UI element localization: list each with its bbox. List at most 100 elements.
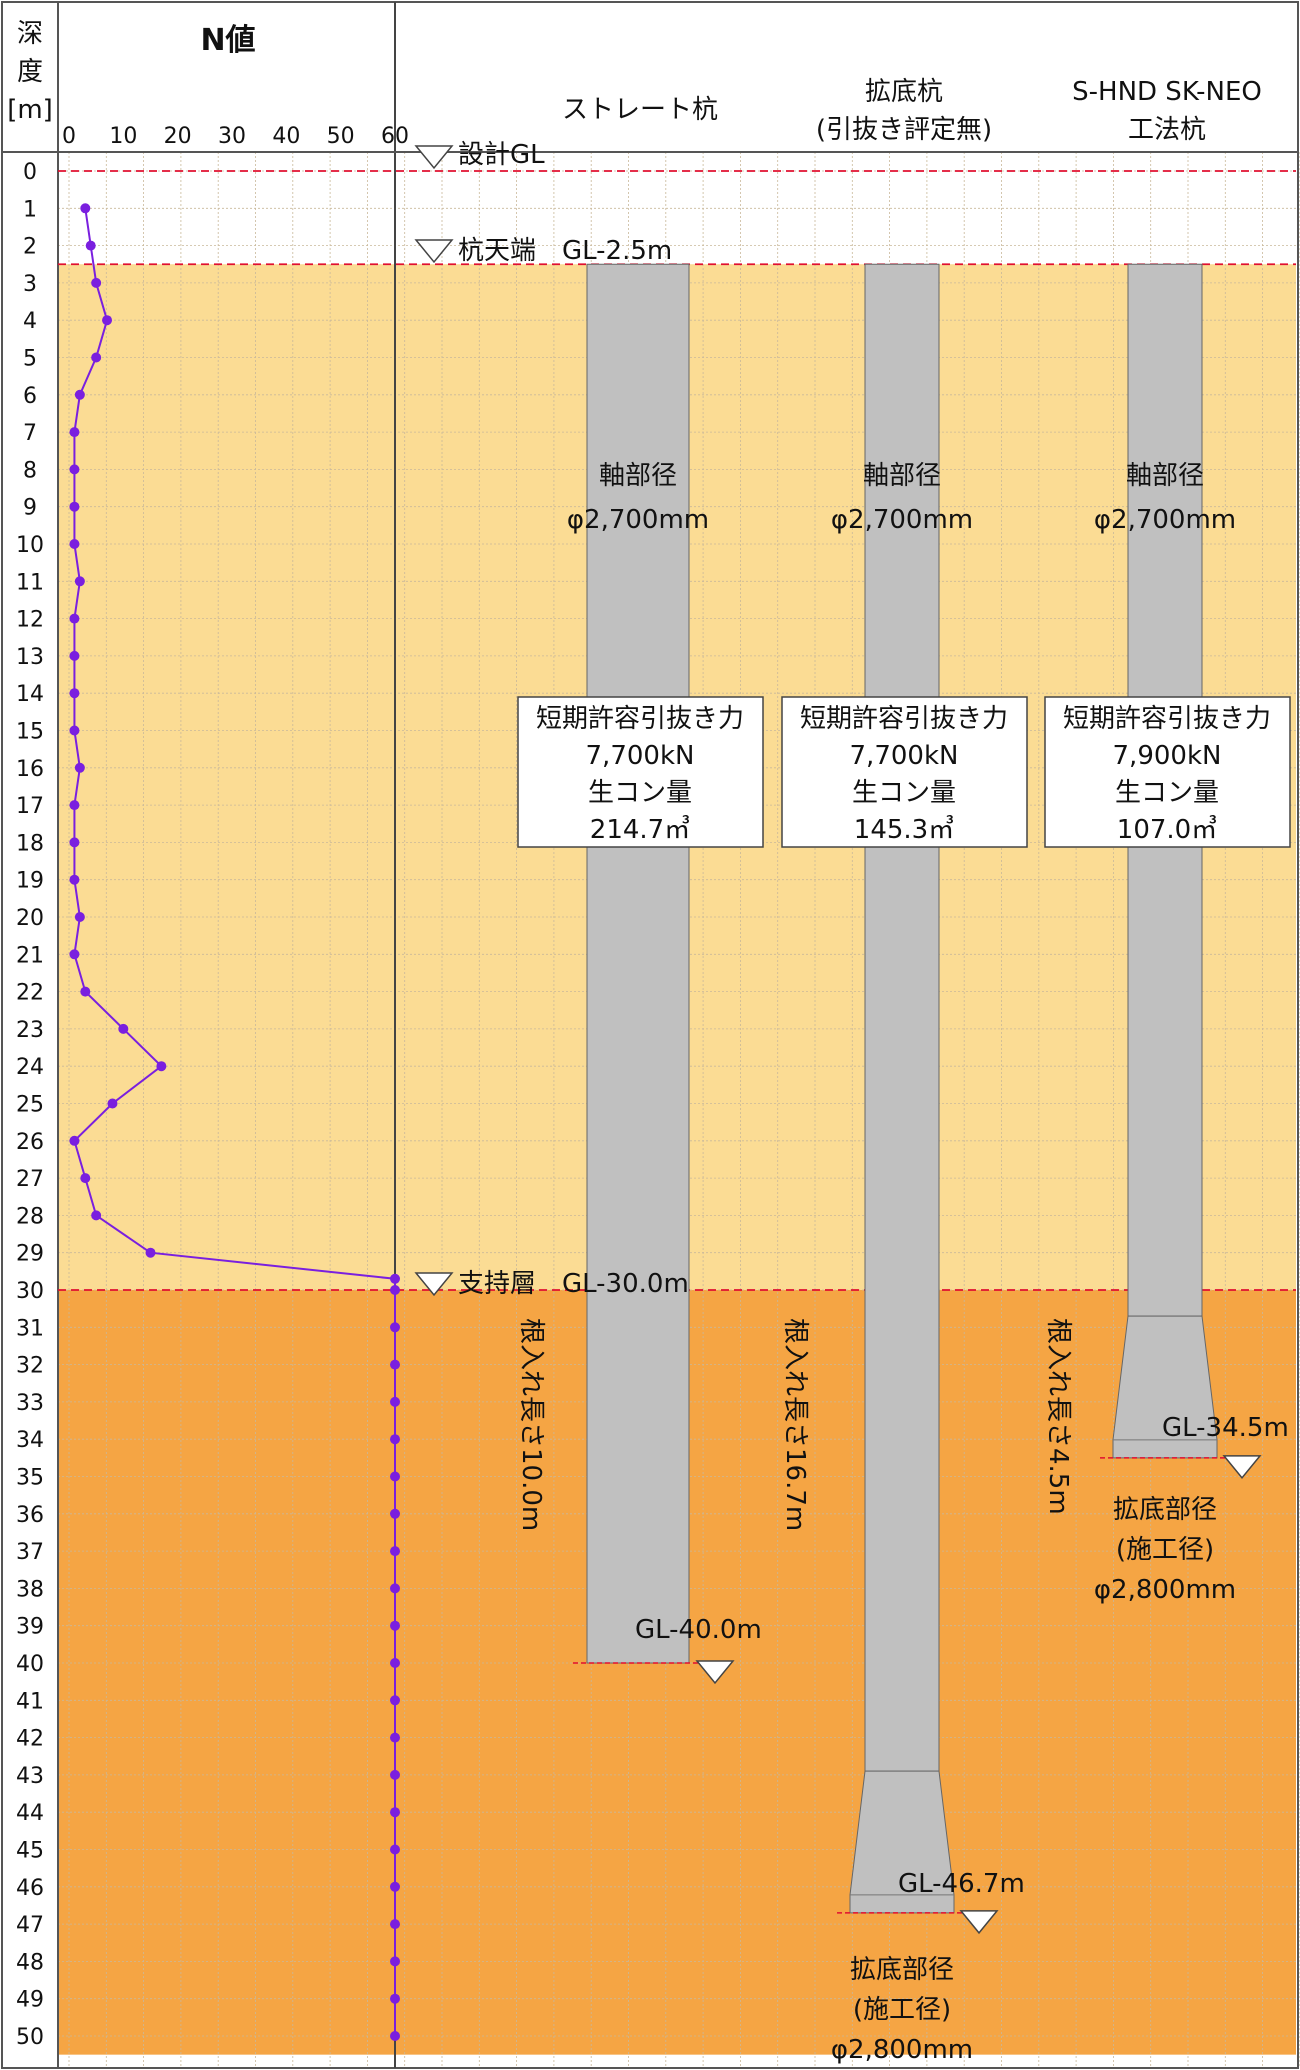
n-tick-label: 20 xyxy=(164,124,192,149)
info-box-belled-line-2: 7,700kN xyxy=(850,741,959,771)
info-box-belled-line-3: 生コン量 xyxy=(852,778,956,808)
n-value-point xyxy=(107,1098,118,1109)
depth-tick-label: 12 xyxy=(16,608,44,633)
n-value-point xyxy=(69,688,80,699)
depth-tick-label: 40 xyxy=(16,1652,44,1677)
depth-title-1: 深 xyxy=(17,19,43,49)
pile-tip-marker xyxy=(959,1910,999,1935)
n-value-point xyxy=(390,2031,400,2041)
n-value-title: N値 xyxy=(200,23,255,58)
depth-tick-label: 10 xyxy=(16,533,44,558)
depth-title-3: [m] xyxy=(7,95,53,125)
depth-tick-label: 2 xyxy=(23,235,37,260)
n-value-point xyxy=(390,1322,400,1333)
depth-tick-label: 23 xyxy=(16,1018,44,1043)
depth-tick-label: 5 xyxy=(23,347,37,372)
n-value-point xyxy=(74,762,85,773)
shaft-label-neo-1: 軸部径 xyxy=(1126,461,1204,491)
n-value-point xyxy=(102,315,113,326)
depth-tick-label: 31 xyxy=(16,1316,44,1341)
n-value-point xyxy=(74,389,85,400)
n-value-point xyxy=(69,650,80,661)
n-value-point xyxy=(390,1273,400,1284)
n-value-point xyxy=(69,725,80,736)
depth-tick-label: 50 xyxy=(16,2025,44,2050)
n-value-point xyxy=(69,837,80,848)
design-gl-label: 設計GL xyxy=(458,140,545,170)
depth-tick-label: 29 xyxy=(16,1242,44,1267)
n-value-point xyxy=(91,352,102,363)
n-value-point xyxy=(91,1210,102,1221)
n-value-point xyxy=(390,1769,400,1780)
pile-type-title-straight: ストレート杭 xyxy=(562,95,718,125)
n-value-point xyxy=(74,912,85,922)
n-value-point xyxy=(69,539,80,549)
embed-length-straight: 根入れ長さ10.0m xyxy=(516,1318,546,1531)
n-tick-label: 10 xyxy=(109,124,137,149)
bell-label-belled-1: 拡底部径 xyxy=(850,1955,954,1985)
pile-type-title-belled-2: (引抜き評定無) xyxy=(816,115,992,145)
n-tick-label: 50 xyxy=(327,124,355,149)
n-value-point xyxy=(390,1993,400,2004)
depth-tick-label: 48 xyxy=(16,1950,44,1975)
info-box-neo-line-4: 107.0㎥ xyxy=(1117,815,1217,845)
info-box-straight xyxy=(517,696,764,848)
n-value-point xyxy=(390,1658,400,1668)
pile-shaft-belled xyxy=(864,263,940,1772)
tip-label-belled: GL-46.7m xyxy=(898,1869,1025,1899)
depth-tick-label: 47 xyxy=(16,1913,44,1938)
n-value-point xyxy=(69,427,80,438)
info-box-straight-line-3: 生コン量 xyxy=(588,778,692,808)
pile-type-title-belled-1: 拡底杭 xyxy=(865,77,943,107)
depth-tick-label: 37 xyxy=(16,1540,44,1565)
depth-tick-label: 11 xyxy=(16,570,44,595)
depth-tick-label: 41 xyxy=(16,1689,44,1714)
depth-tick-label: 20 xyxy=(16,906,44,931)
info-box-belled xyxy=(781,696,1028,848)
depth-tick-label: 0 xyxy=(23,160,37,185)
depth-title-2: 度 xyxy=(17,57,43,87)
info-box-neo-line-3: 生コン量 xyxy=(1115,778,1219,808)
n-value-point xyxy=(390,1434,400,1445)
n-tick-label: 0 xyxy=(62,124,76,149)
depth-tick-label: 33 xyxy=(16,1391,44,1416)
pile-type-title-neo-2: 工法杭 xyxy=(1128,115,1206,145)
depth-tick-label: 35 xyxy=(16,1466,44,1491)
n-value-point xyxy=(85,240,96,251)
info-box-straight-line-4: 214.7㎥ xyxy=(590,815,690,845)
n-value-point xyxy=(69,949,80,960)
info-box-neo xyxy=(1044,696,1291,848)
n-value-point xyxy=(390,1695,400,1706)
depth-tick-label: 4 xyxy=(23,309,37,334)
bell-label-neo-1: 拡底部径 xyxy=(1113,1495,1217,1525)
n-value-point xyxy=(390,1919,400,1930)
n-tick-label: 40 xyxy=(272,124,300,149)
pile-tip-marker xyxy=(695,1660,735,1685)
tip-label-neo: GL-34.5m xyxy=(1162,1413,1289,1443)
n-value-point xyxy=(69,464,80,475)
n-value-point xyxy=(390,1583,400,1594)
depth-tick-label: 45 xyxy=(16,1839,44,1864)
pile-head-label: 杭天端 GL-2.5m xyxy=(458,236,672,266)
bell-label-neo-2: (施工径) xyxy=(1116,1535,1214,1565)
depth-tick-label: 32 xyxy=(16,1354,44,1379)
info-box-neo-line-2: 7,900kN xyxy=(1113,741,1222,771)
info-box-straight-line-1: 短期許容引抜き力 xyxy=(536,704,744,734)
shaft-label-belled-2: φ2,700mm xyxy=(831,505,973,535)
n-value-point xyxy=(118,1023,129,1034)
depth-tick-label: 19 xyxy=(16,869,44,894)
n-value-point xyxy=(69,1135,80,1146)
n-value-point xyxy=(156,1061,167,1072)
depth-tick-label: 17 xyxy=(16,794,44,819)
depth-tick-label: 44 xyxy=(16,1801,44,1826)
depth-tick-label: 28 xyxy=(16,1204,44,1229)
depth-tick-label: 27 xyxy=(16,1167,44,1192)
bearing-layer-label: 支持層 GL-30.0m xyxy=(458,1269,689,1299)
pile-type-title-neo-1: S-HND SK-NEO xyxy=(1072,77,1262,107)
n-value-point xyxy=(69,501,80,512)
n-value-point xyxy=(390,1285,400,1295)
shaft-label-straight-2: φ2,700mm xyxy=(567,505,709,535)
n-value-point xyxy=(390,1732,400,1743)
